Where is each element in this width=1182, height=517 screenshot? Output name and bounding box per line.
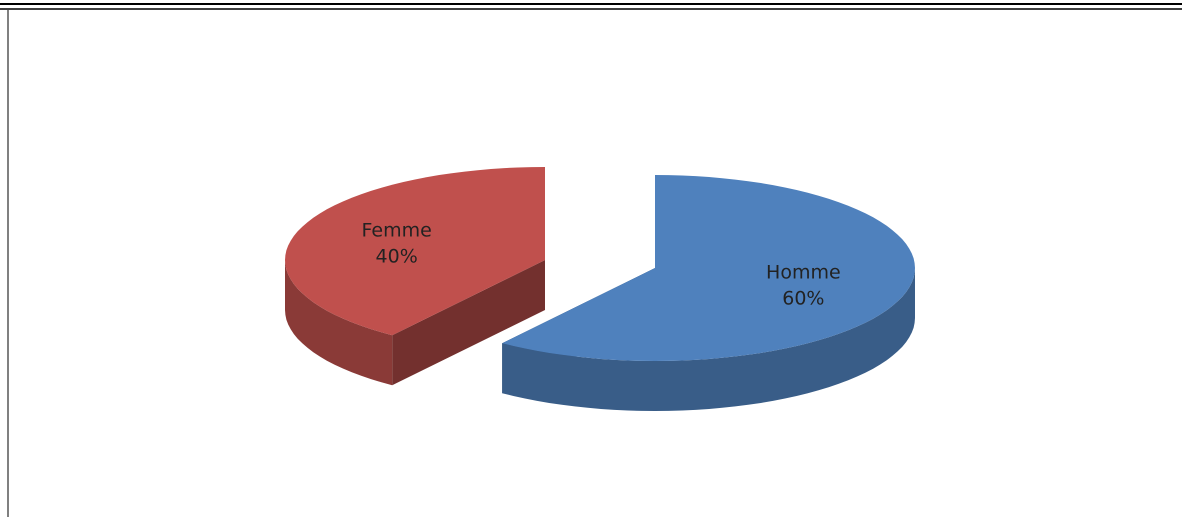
slice-value-label: 40%	[376, 245, 418, 267]
pie-slice	[502, 175, 915, 361]
slice-side	[502, 268, 915, 411]
slice-side	[285, 260, 393, 386]
slice-wall	[392, 260, 545, 386]
pie-slice	[285, 167, 545, 336]
slice-category-label: Homme	[766, 262, 841, 284]
slice-category-label: Femme	[361, 219, 431, 241]
pie-tops	[285, 167, 915, 361]
pie-labels: Femme 40% Homme 60%	[361, 219, 840, 309]
slice-value-label: 60%	[782, 288, 824, 310]
